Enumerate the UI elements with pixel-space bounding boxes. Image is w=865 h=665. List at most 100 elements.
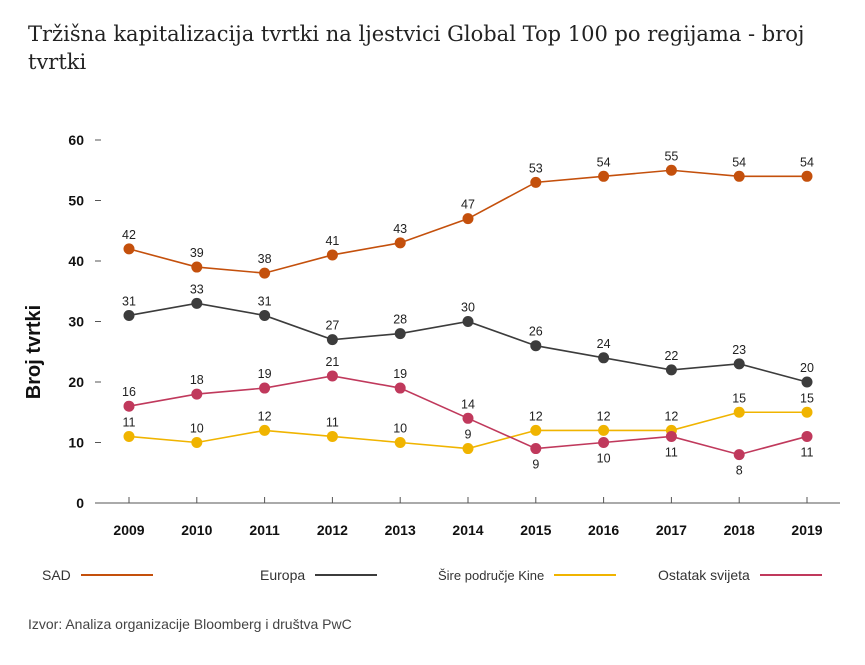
data-label: 38 [258, 252, 272, 266]
data-point [530, 443, 542, 455]
data-label: 8 [736, 464, 743, 478]
legend-item-sad: SAD [42, 565, 153, 585]
chart-title: Tržišna kapitalizacija tvrtki na ljestvi… [28, 22, 805, 74]
y-tick-label: 10 [68, 435, 84, 451]
data-label: 10 [597, 452, 611, 466]
data-point [394, 328, 406, 340]
data-label: 22 [664, 349, 678, 363]
data-point [462, 412, 474, 424]
data-point [530, 340, 542, 352]
data-label: 14 [461, 397, 475, 411]
data-label: 9 [532, 458, 539, 472]
data-point [326, 370, 338, 382]
data-point [191, 261, 203, 273]
y-tick-label: 20 [68, 374, 84, 390]
y-tick-label: 50 [68, 193, 84, 209]
data-label: 28 [393, 313, 407, 327]
data-point [665, 364, 677, 376]
y-tick-label: 40 [68, 253, 84, 269]
data-point [530, 424, 542, 436]
data-label: 27 [325, 319, 339, 333]
data-label: 11 [326, 415, 339, 429]
x-tick-label: 2013 [385, 522, 416, 538]
data-label: 10 [190, 422, 204, 436]
data-label: 12 [258, 409, 272, 423]
legend-swatch-europa [315, 574, 378, 576]
data-point [733, 170, 745, 182]
data-label: 19 [393, 367, 407, 381]
data-label: 39 [190, 246, 204, 260]
data-point [665, 164, 677, 176]
data-label: 26 [529, 325, 543, 339]
legend-item-kina: Šire područje Kine [438, 565, 617, 585]
data-label: 12 [529, 409, 543, 423]
data-point [801, 430, 813, 442]
y-tick-label: 30 [68, 314, 84, 330]
data-point [191, 388, 203, 400]
data-point [326, 249, 338, 261]
data-point [326, 430, 338, 442]
series-1: 31 33 31 27 28 30 26 24 22 23 20 [122, 282, 814, 388]
x-tick-label: 2015 [520, 522, 551, 538]
data-point [259, 267, 271, 279]
legend-item-europa: Europa [260, 565, 378, 585]
data-point [462, 443, 474, 455]
data-point [801, 376, 813, 388]
data-point [801, 170, 813, 182]
data-label: 11 [801, 445, 814, 459]
legend-label-ostatak: Ostatak svijeta [658, 567, 750, 583]
data-point [259, 309, 271, 321]
data-point [394, 237, 406, 249]
data-label: 31 [258, 294, 272, 308]
data-label: 12 [664, 409, 678, 423]
data-label: 11 [123, 415, 136, 429]
data-label: 23 [732, 343, 746, 357]
x-tick-label: 2012 [317, 522, 348, 538]
legend-label-kina: Šire područje Kine [438, 567, 545, 583]
x-tick-label: 2011 [249, 522, 280, 538]
legend-label-sad: SAD [42, 567, 71, 583]
source-note: Izvor: Analiza organizacije Bloomberg i … [28, 616, 352, 632]
data-point [123, 243, 135, 255]
y-axis-label: Broj tvrtki [23, 305, 45, 399]
data-point [598, 352, 610, 364]
x-tick-label: 2017 [656, 522, 687, 538]
data-label: 20 [800, 361, 814, 375]
data-point [530, 176, 542, 188]
legend-swatch-sad [80, 574, 153, 576]
data-point [598, 437, 610, 448]
data-label: 15 [800, 391, 814, 405]
data-point [191, 437, 203, 448]
data-label: 55 [664, 149, 678, 163]
data-point [394, 382, 406, 394]
data-label: 30 [461, 301, 475, 315]
data-point [259, 424, 271, 436]
data-label: 54 [732, 155, 746, 169]
series-2: 11 10 12 11 10 9 12 12 12 15 15 [123, 391, 814, 455]
data-label: 47 [461, 198, 475, 212]
legend-item-ostatak: Ostatak svijeta [658, 565, 822, 585]
x-tick-label: 2014 [452, 522, 483, 538]
data-label: 11 [665, 445, 678, 459]
data-label: 33 [190, 282, 204, 296]
legend-swatch-ostatak [759, 574, 822, 576]
data-point [733, 406, 745, 418]
data-label: 31 [122, 294, 136, 308]
data-point [733, 358, 745, 370]
data-label: 10 [393, 422, 407, 436]
data-point [123, 400, 135, 412]
data-point [598, 170, 610, 182]
data-point [462, 213, 474, 225]
data-label: 18 [190, 373, 204, 387]
data-label: 41 [325, 234, 339, 248]
legend-swatch-kina [554, 574, 617, 576]
data-label: 9 [465, 428, 472, 442]
data-point [259, 382, 271, 394]
data-point [326, 334, 338, 346]
data-label: 54 [800, 155, 814, 169]
series-3: 16 18 19 21 19 14 9 10 11 8 11 [122, 355, 813, 478]
x-tick-label: 2018 [724, 522, 755, 538]
legend-label-europa: Europa [260, 567, 306, 583]
data-label: 53 [529, 161, 543, 175]
